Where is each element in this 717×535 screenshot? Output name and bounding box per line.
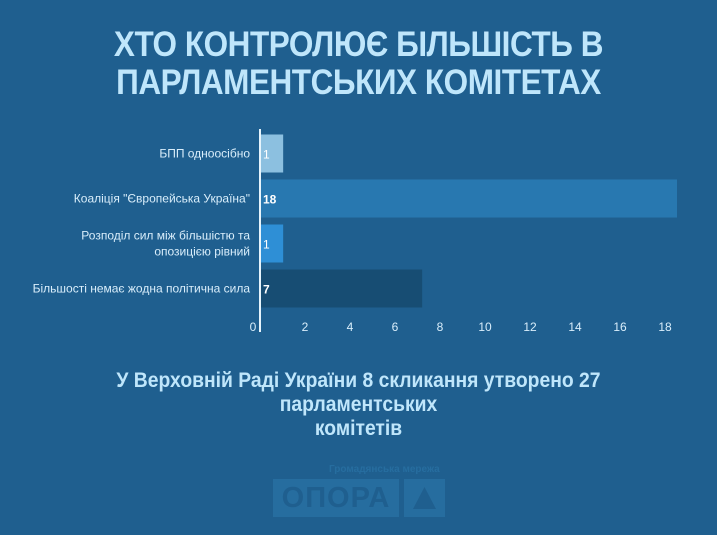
x-tick-label: 18 [658, 320, 672, 334]
title-line-1: ХТО КОНТРОЛЮЄ БІЛЬШІСТЬ В [113, 25, 604, 64]
x-tick-label: 0 [250, 320, 257, 334]
x-tick-label: 14 [568, 320, 582, 334]
x-tick-label: 2 [302, 320, 309, 334]
logo-subtitle: Громадянська мережа [329, 464, 440, 475]
x-tick-label: 8 [437, 320, 444, 334]
bar [260, 134, 284, 173]
page-title: ХТО КОНТРОЛЮЄ БІЛЬШІСТЬ В ПАРЛАМЕНТСЬКИХ… [36, 26, 681, 102]
data-label: 18 [263, 193, 277, 207]
triangle-up-icon [404, 479, 445, 517]
x-tick-label: 6 [392, 320, 399, 334]
caption-line-2: комітетів [314, 417, 403, 440]
data-label: 1 [263, 148, 270, 162]
title-line-2: ПАРЛАМЕНТСЬКИХ КОМІТЕТАХ [116, 63, 601, 102]
category-label: Більшості немає жодна політична сила [33, 282, 251, 296]
bar [260, 179, 677, 218]
category-label: БПП одноосібно [159, 147, 250, 161]
data-label: 7 [263, 283, 270, 297]
chart-caption: У Верховній Раді України 8 скликання утв… [56, 369, 660, 441]
logo-name: ОПОРА [273, 479, 399, 517]
x-tick-label: 10 [478, 320, 492, 334]
bar [260, 224, 284, 263]
x-tick-label: 16 [613, 320, 627, 334]
x-tick-label: 4 [347, 320, 354, 334]
caption-line-1: У Верховній Раді України 8 скликання утв… [116, 369, 601, 416]
x-tick-label: 12 [523, 320, 537, 334]
category-label: опозицією рівний [154, 245, 250, 259]
bar [260, 269, 423, 308]
category-label: Коаліція "Європейська Україна" [74, 192, 250, 206]
category-label: Розподіл сил між більшістю та [81, 229, 250, 243]
data-label: 1 [263, 238, 270, 252]
